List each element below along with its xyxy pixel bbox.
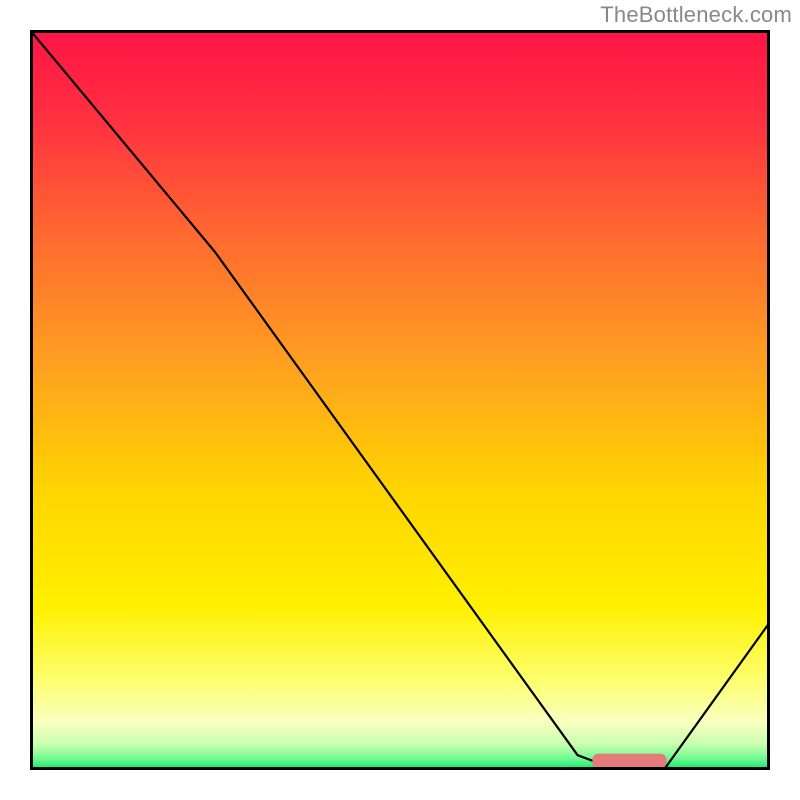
bottleneck-chart [30, 30, 770, 770]
gradient-fill [30, 30, 770, 770]
canvas: TheBottleneck.com [0, 0, 800, 800]
chart-svg [30, 30, 770, 770]
optimum-marker [592, 754, 666, 769]
watermark-text: TheBottleneck.com [600, 2, 792, 28]
